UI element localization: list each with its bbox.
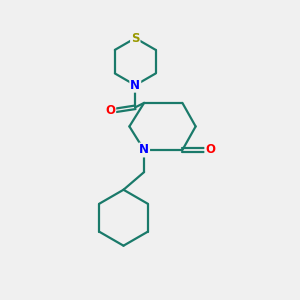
Text: S: S: [131, 32, 140, 45]
Text: O: O: [105, 104, 115, 117]
Text: N: N: [130, 79, 140, 92]
Text: N: N: [139, 143, 149, 157]
Text: O: O: [206, 143, 215, 157]
